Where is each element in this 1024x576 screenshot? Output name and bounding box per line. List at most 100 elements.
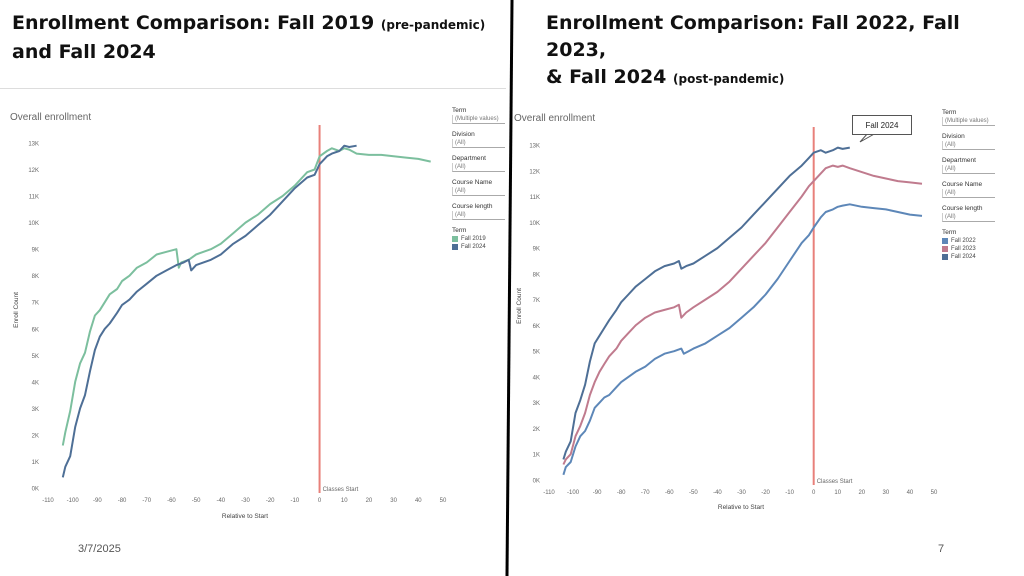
y-tick-label: 7K (32, 301, 39, 307)
y-tick-label: 8K (32, 274, 39, 280)
y-tick-label: 8K (533, 272, 540, 278)
x-tick-label: -90 (593, 490, 602, 496)
series-line-fall-2023 (562, 164, 923, 465)
x-tick-label: 40 (415, 498, 422, 504)
x-tick-label: -30 (241, 498, 250, 504)
series-line-fall-2024 (61, 144, 357, 478)
y-tick-label: 6K (533, 324, 540, 330)
x-tick-label: -100 (67, 498, 80, 504)
x-tick-label: -60 (167, 498, 176, 504)
y-tick-label: 1K (533, 453, 540, 459)
y-tick-label: 3K (32, 407, 39, 413)
filter-dropdown-course-name[interactable]: (All) (452, 187, 505, 196)
chart-left: Overall enrollment 0K 1K 2K 3K 4K 5K 6K 7K 8K 9K 10… (10, 112, 447, 520)
x-tick-label: -20 (266, 498, 275, 504)
x-tick-label: -40 (216, 498, 225, 504)
x-tick-label: 10 (341, 498, 348, 504)
y-tick-label: 4K (533, 375, 540, 381)
legend-item[interactable]: Fall 2023 (942, 246, 995, 252)
filter-label: Department (942, 157, 976, 164)
x-tick-label: 0 (812, 490, 816, 496)
y-tick-label: 10K (28, 221, 39, 227)
filter-label: Course length (942, 205, 983, 212)
y-tick-label: 1K (32, 460, 39, 466)
y-tick-label: 5K (533, 350, 540, 356)
x-tick-label: 0 (318, 498, 322, 504)
series-line-fall-2022 (562, 203, 923, 476)
x-tick-label: -10 (785, 490, 794, 496)
filter-dropdown-term[interactable]: (Multiple values) (942, 117, 995, 126)
legend-label: Fall 2024 (951, 254, 976, 260)
x-tick-label: -80 (118, 498, 127, 504)
x-tick-label: -40 (713, 490, 722, 496)
y-tick-label: 10K (529, 221, 540, 227)
fall-2024-callout: Fall 2024 (852, 115, 912, 135)
filter-panel-right: Term (Multiple values) Division (All) Depart… (942, 102, 995, 260)
slide-title-right: Enrollment Comparison: Fall 2022, Fall 2… (546, 10, 1024, 93)
x-tick-label: -70 (641, 490, 650, 496)
filter-label: Course length (452, 203, 493, 210)
filter-dropdown-department[interactable]: (All) (452, 163, 505, 172)
filter-dropdown-division[interactable]: (All) (942, 141, 995, 150)
x-tick-label: -70 (142, 498, 151, 504)
x-tick-label: -80 (617, 490, 626, 496)
filter-dropdown-division[interactable]: (All) (452, 139, 505, 148)
legend-title: Term (452, 227, 467, 234)
filter-label: Course Name (942, 181, 983, 188)
title-left-line2: and Fall 2024 (12, 41, 156, 63)
legend-title: Term (942, 229, 957, 236)
legend-swatch (942, 238, 948, 244)
y-tick-label: 0K (533, 479, 540, 485)
y-tick-label: 2K (32, 433, 39, 439)
y-tick-label: 9K (533, 247, 540, 253)
y-tick-label: 6K (32, 327, 39, 333)
y-tick-label: 11K (29, 195, 39, 201)
slide-page-number: 7 (938, 543, 945, 555)
filter-dropdown-department[interactable]: (All) (942, 165, 995, 174)
y-tick-label: 13K (529, 144, 540, 150)
legend-item[interactable]: Fall 2024 (942, 254, 995, 260)
filter-label: Term (452, 107, 467, 114)
filter-label: Division (942, 133, 965, 140)
y-tick-label: 9K (32, 248, 39, 254)
chart-frame-left (0, 88, 506, 89)
filter-dropdown-term[interactable]: (Multiple values) (452, 115, 505, 124)
title-left-note: (pre-pandemic) (380, 18, 486, 32)
title-left-main: Enrollment Comparison: Fall 2019 (12, 12, 375, 34)
x-tick-label: -10 (291, 498, 300, 504)
slide-title-left: Enrollment Comparison: Fall 2019 (pre-pa… (12, 10, 502, 66)
title-right-note: (post-pandemic) (673, 72, 785, 86)
x-tick-label: -20 (761, 490, 770, 496)
x-tick-label: 30 (390, 498, 397, 504)
title-right-line2: & Fall 2024 (546, 66, 667, 88)
legend-item[interactable]: Fall 2024 (452, 244, 505, 250)
y-tick-label: 4K (32, 380, 39, 386)
filter-label: Term (942, 109, 957, 116)
classes-start-label: Classes Start (323, 487, 359, 493)
x-tick-label: 50 (440, 498, 447, 504)
filter-label: Course Name (452, 179, 493, 186)
x-tick-label: -100 (567, 490, 580, 496)
legend-item[interactable]: Fall 2022 (942, 238, 995, 244)
y-tick-label: 7K (533, 298, 540, 304)
y-tick-label: 3K (533, 401, 540, 407)
legend-label: Fall 2023 (951, 246, 976, 252)
filter-dropdown-course-length[interactable]: (All) (452, 211, 505, 220)
x-tick-label: -110 (42, 498, 54, 504)
legend-item[interactable]: Fall 2019 (452, 236, 505, 242)
x-axis-label: Relative to Start (718, 504, 764, 511)
legend-swatch (452, 236, 458, 242)
series-line-fall-2024 (562, 146, 850, 460)
filter-panel-left: Term (Multiple values) Division (All) Depart… (452, 100, 505, 250)
x-tick-label: 40 (907, 490, 914, 496)
filter-dropdown-course-length[interactable]: (All) (942, 213, 995, 222)
filter-dropdown-course-name[interactable]: (All) (942, 189, 995, 198)
x-tick-label: -90 (93, 498, 102, 504)
x-tick-label: 20 (366, 498, 373, 504)
legend-label: Fall 2022 (951, 238, 976, 244)
y-tick-label: 2K (533, 427, 540, 433)
chart-right: Overall enrollment 0K 1K 2K 3K 4K 5K 6K 7K 8K 9K 10… (514, 113, 938, 511)
x-tick-label: -50 (689, 490, 698, 496)
classes-start-label: Classes Start (817, 479, 853, 485)
